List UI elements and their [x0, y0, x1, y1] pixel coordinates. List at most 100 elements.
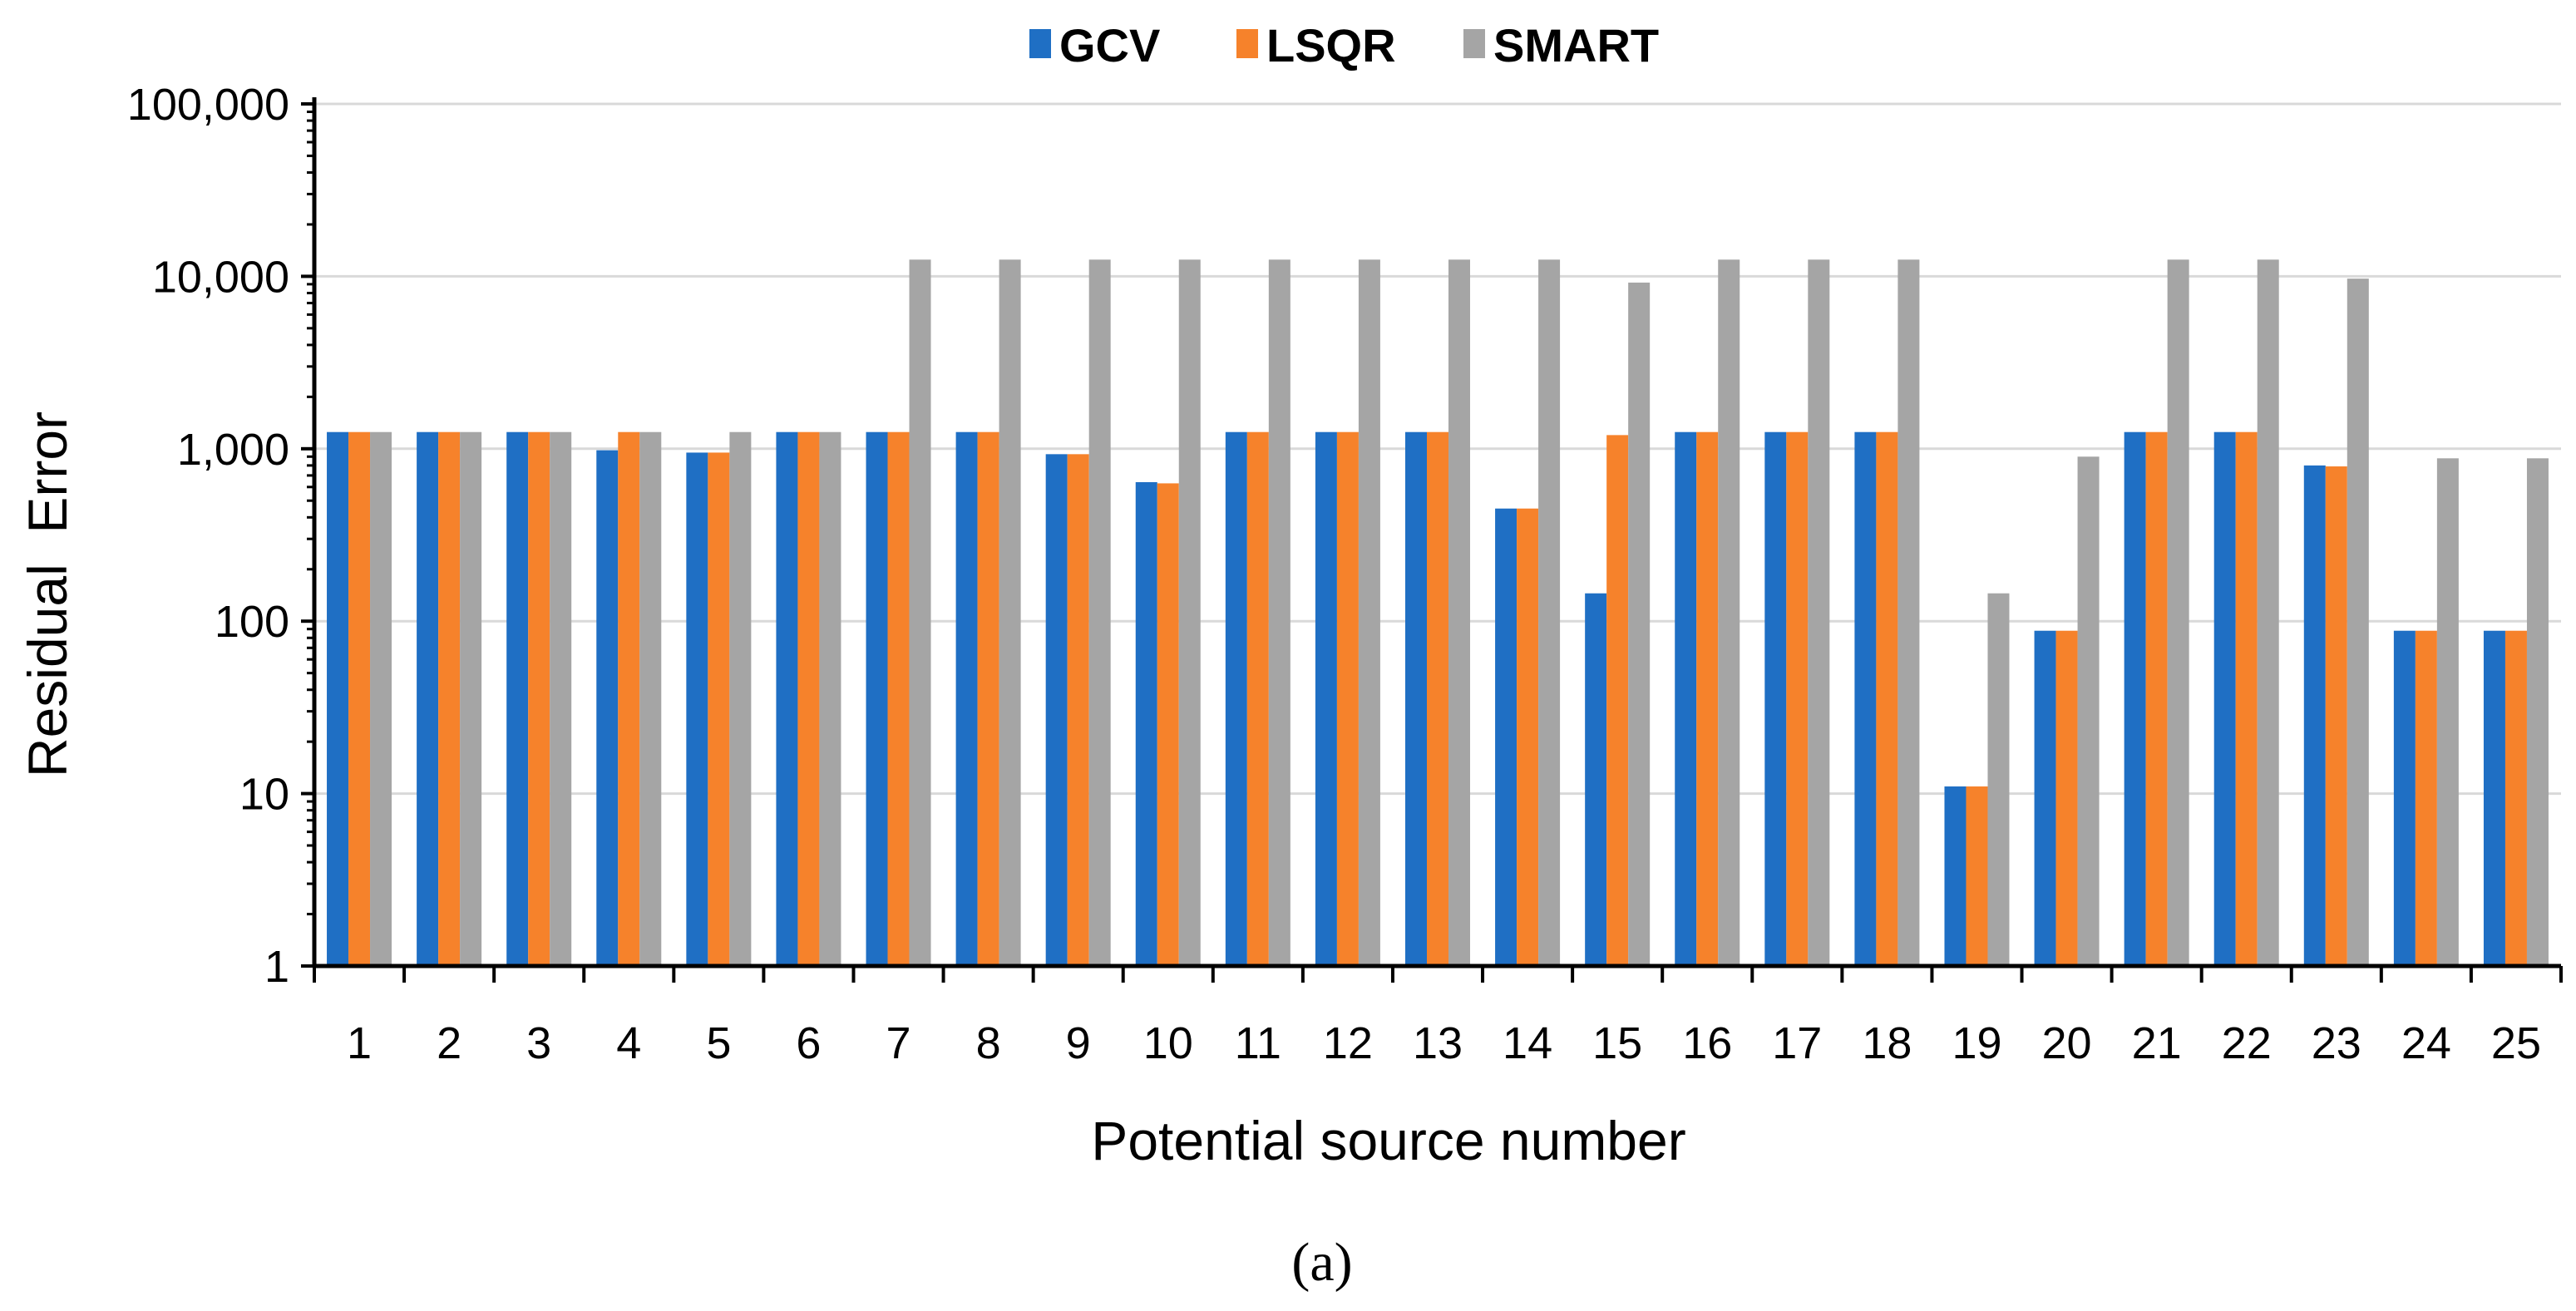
bar-lsqr-9 [1067, 454, 1089, 966]
bar-gcv-1 [327, 431, 349, 966]
bar-smart-21 [2167, 259, 2189, 966]
x-tick-label: 13 [1413, 1018, 1463, 1068]
bar-smart-22 [2257, 259, 2279, 966]
bar-lsqr-8 [977, 431, 999, 966]
y-tick-label: 10,000 [152, 252, 289, 302]
legend-swatch-lsqr [1236, 29, 1258, 58]
bar-lsqr-22 [2235, 431, 2258, 966]
bar-smart-1 [370, 431, 392, 966]
bar-gcv-13 [1405, 431, 1427, 966]
x-tick-label: 14 [1503, 1018, 1552, 1068]
x-tick-label: 19 [1952, 1018, 2001, 1068]
bar-gcv-6 [776, 431, 798, 966]
x-tick-label: 15 [1592, 1018, 1642, 1068]
legend-swatch-smart [1463, 29, 1485, 58]
x-tick-label: 7 [886, 1018, 910, 1068]
y-tick-label: 100,000 [127, 80, 289, 130]
bar-gcv-16 [1675, 431, 1697, 966]
bar-gcv-12 [1315, 431, 1337, 966]
x-tick-label: 18 [1862, 1018, 1912, 1068]
legend-swatch-gcv [1029, 29, 1051, 58]
x-tick-label: 21 [2132, 1018, 2182, 1068]
bar-gcv-4 [596, 450, 619, 966]
bar-lsqr-12 [1336, 431, 1359, 966]
bar-lsqr-24 [2415, 630, 2437, 966]
bar-smart-10 [1178, 259, 1201, 966]
bar-smart-19 [1987, 593, 2010, 966]
bar-smart-7 [909, 259, 931, 966]
bar-smart-14 [1538, 259, 1561, 966]
bar-smart-3 [550, 431, 572, 966]
bar-gcv-18 [1854, 431, 1877, 966]
bar-smart-20 [2077, 456, 2100, 966]
x-tick-label: 10 [1143, 1018, 1193, 1068]
bar-lsqr-20 [2055, 630, 2078, 966]
x-tick-label: 11 [1235, 1018, 1281, 1068]
bar-gcv-17 [1764, 431, 1787, 966]
bar-lsqr-18 [1876, 431, 1898, 966]
bar-gcv-20 [2034, 630, 2056, 966]
bar-gcv-11 [1225, 431, 1247, 966]
legend-label-gcv: GCV [1059, 19, 1160, 71]
x-tick-label: 20 [2042, 1018, 2092, 1068]
bar-lsqr-7 [887, 431, 910, 966]
bar-gcv-25 [2483, 630, 2505, 966]
x-tick-label: 4 [616, 1018, 641, 1068]
bar-smart-8 [999, 259, 1021, 966]
figure-caption: (a) [1291, 1232, 1352, 1293]
bar-lsqr-4 [618, 431, 640, 966]
bar-lsqr-1 [348, 431, 371, 966]
x-tick-labels: 1 2 3 4 5 6 7 8 9 10 11 12 13 14 15 16 17 18 19 20 21 22 23 24 2… [347, 1018, 2541, 1068]
x-tick-label: 2 [437, 1018, 461, 1068]
bar-gcv-24 [2393, 630, 2416, 966]
x-axis-title: Potential source number [1091, 1110, 1685, 1171]
bar-gcv-9 [1045, 454, 1068, 966]
bar-lsqr-6 [797, 431, 820, 966]
bar-smart-6 [819, 431, 841, 966]
x-tick-label: 16 [1682, 1018, 1732, 1068]
x-tick-label: 22 [2222, 1018, 2272, 1068]
x-tick-label: 5 [706, 1018, 731, 1068]
y-tick-label: 100 [215, 597, 289, 647]
bar-lsqr-17 [1786, 431, 1809, 966]
axes [301, 97, 2563, 983]
x-tick-label: 8 [976, 1018, 1001, 1068]
bar-lsqr-5 [708, 452, 730, 966]
x-tick-label: 9 [1066, 1018, 1091, 1068]
x-tick-label: 23 [2312, 1018, 2361, 1068]
bar-smart-5 [729, 431, 752, 966]
bar-lsqr-3 [528, 431, 550, 966]
x-tick-label: 1 [347, 1018, 372, 1068]
bar-smart-12 [1358, 259, 1380, 966]
y-axis-title: Residual Error [17, 412, 78, 777]
bar-lsqr-11 [1246, 431, 1269, 966]
x-tick-label: 25 [2491, 1018, 2541, 1068]
y-tick-label: 10 [239, 770, 289, 820]
bar-smart-16 [1718, 259, 1740, 966]
bar-smart-13 [1448, 259, 1470, 966]
bar-lsqr-10 [1157, 483, 1179, 966]
y-tick-labels: 1 10 100 1,000 10,000 100,000 [127, 80, 289, 992]
x-tick-label: 12 [1323, 1018, 1373, 1068]
bar-gcv-5 [686, 452, 708, 966]
bar-lsqr-21 [2145, 431, 2168, 966]
bar-gcv-22 [2213, 431, 2236, 966]
bar-lsqr-16 [1696, 431, 1719, 966]
bar-smart-23 [2347, 278, 2369, 966]
bar-gcv-14 [1495, 508, 1517, 966]
bar-gcv-10 [1135, 481, 1157, 966]
legend-label-smart: SMART [1493, 19, 1659, 71]
bar-lsqr-23 [2325, 466, 2347, 966]
legend-label-lsqr: LSQR [1266, 19, 1396, 71]
bar-smart-9 [1088, 259, 1111, 966]
bars [327, 259, 2549, 966]
bar-smart-24 [2436, 458, 2459, 966]
bar-lsqr-2 [438, 431, 461, 966]
bar-gcv-21 [2124, 431, 2146, 966]
x-tick-label: 6 [796, 1018, 821, 1068]
y-tick-label: 1,000 [177, 425, 289, 475]
bar-gcv-8 [955, 431, 978, 966]
bar-smart-11 [1268, 259, 1290, 966]
bar-gcv-3 [506, 431, 529, 966]
x-tick-label: 3 [526, 1018, 551, 1068]
